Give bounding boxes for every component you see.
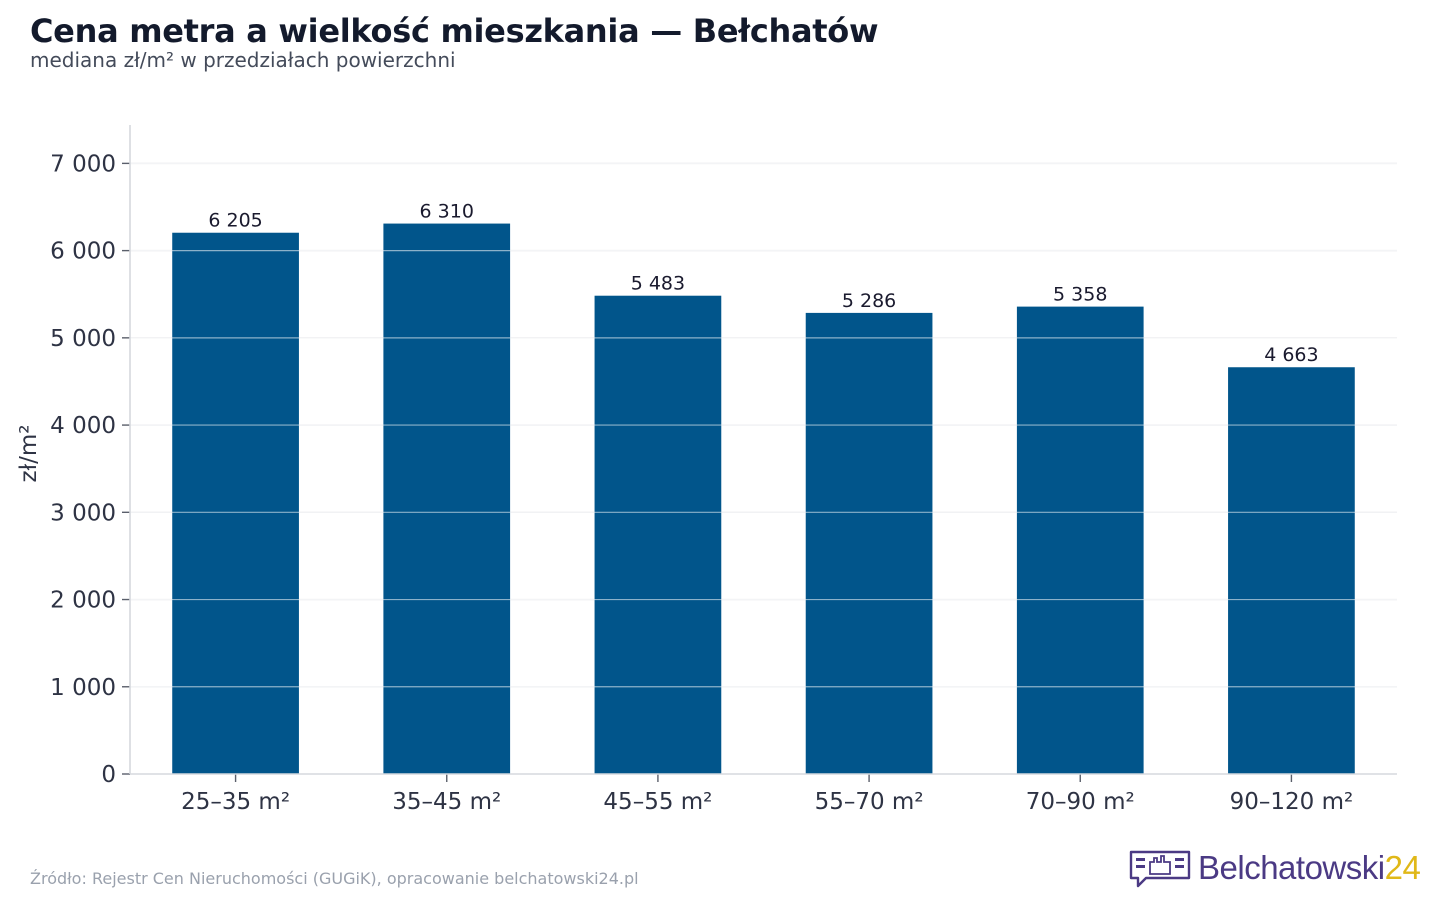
y-axis-label: zł/m² [16,425,42,483]
bar-value-label: 5 286 [842,290,896,312]
y-tick-label: 2 000 [50,588,116,614]
chart-subtitle: mediana zł/m² w przedziałach powierzchni [30,48,456,72]
brand-wordmark-main: Belchatowski [1198,849,1385,886]
brand-speech-bubble-icon [1129,850,1191,888]
x-tick-label: 55–70 m² [815,789,924,815]
bar [172,232,299,774]
chart-title: Cena metra a wielkość mieszkania — Bełch… [30,12,879,50]
bar-value-label: 6 205 [208,210,262,232]
source-note: Źródło: Rejestr Cen Nieruchomości (GUGiK… [30,869,639,888]
y-tick-label: 3 000 [50,500,116,526]
axes [122,125,1397,782]
y-tick-label: 7 000 [50,151,116,177]
y-tick-label: 5 000 [50,326,116,352]
bar [594,295,722,774]
brand-wordmark: Belchatowski24 [1198,849,1421,887]
brand-wordmark-accent: 24 [1384,849,1421,886]
bar-value-label: 5 483 [631,273,685,295]
y-tick-label: 0 [101,762,116,788]
x-tick-label: 35–45 m² [392,789,501,815]
bar [805,312,933,774]
labels: 0 1 000 2 000 3 000 4 000 5 000 6 000 7 000 6 20… [16,151,1353,815]
y-tick-label: 4 000 [50,413,116,439]
x-tick-label: 90–120 m² [1230,789,1354,815]
y-tick-label: 6 000 [50,239,116,265]
y-tick-label: 1 000 [50,675,116,701]
bars [172,223,1355,775]
bar-value-label: 5 358 [1053,284,1107,306]
x-tick-label: 70–90 m² [1026,789,1135,815]
bar-value-label: 6 310 [420,201,474,223]
bar [383,223,511,775]
brand-logo: Belchatowski24 [1128,848,1421,888]
bar-value-label: 4 663 [1264,344,1318,366]
bar [1228,367,1355,774]
bar [1016,306,1144,774]
x-tick-label: 25–35 m² [181,789,290,815]
x-tick-label: 45–55 m² [603,789,712,815]
